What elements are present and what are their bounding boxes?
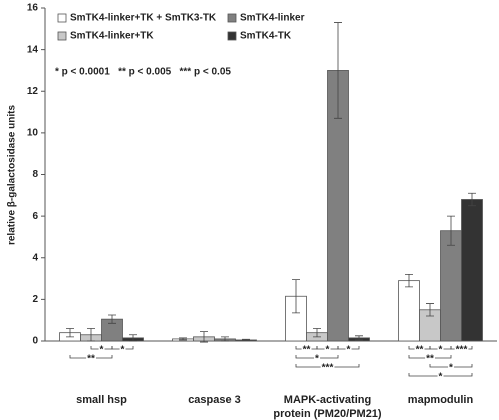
error-bar (426, 303, 434, 317)
x-tick-label: mapmodulin (407, 394, 474, 406)
label-bg (454, 347, 469, 351)
label-bg (320, 365, 335, 369)
legend-swatch (57, 31, 67, 41)
y-tick-label: 0 (32, 336, 38, 347)
significance-label: * (121, 345, 125, 356)
y-tick-label: 8 (32, 169, 38, 180)
error-bar (221, 336, 229, 342)
y-tick-label: 6 (32, 211, 38, 222)
label-bg (425, 356, 435, 360)
error-bar (129, 334, 137, 342)
x-tick-label: MAPK-activating protein (PM20/PM21) (273, 394, 382, 420)
y-tick-label: 10 (27, 128, 39, 139)
y-tick-label: 14 (27, 44, 39, 55)
error-bar (66, 328, 74, 338)
significance-label: * (315, 354, 319, 365)
error-bar (313, 328, 321, 338)
label-bg (119, 347, 126, 351)
x-tick-label: small hsp (76, 394, 127, 406)
label-bg (98, 347, 105, 351)
significance-label: *** (456, 345, 468, 356)
legend-swatch (227, 13, 237, 23)
significance-label: *** (322, 363, 334, 374)
bar (440, 230, 462, 342)
label-bg (301, 347, 312, 351)
significance-label: ** (87, 354, 95, 365)
error-bar (405, 274, 413, 288)
significance-label: * (439, 372, 443, 383)
bar (398, 280, 420, 342)
significance-label: ** (416, 345, 424, 356)
significance-label: * (100, 345, 104, 356)
significance-label: * (347, 345, 351, 356)
y-tick-label: 4 (32, 252, 38, 263)
legend-label: SmTK4-linker+TK (70, 31, 154, 42)
y-tick-label: 12 (27, 86, 39, 97)
y-tick-label: 16 (27, 3, 39, 14)
error-bar (334, 22, 342, 119)
y-axis-label: relative β-galactosidase units (7, 105, 18, 245)
legend-label: SmTK4-TK (240, 31, 292, 42)
error-bar (200, 331, 208, 343)
error-bar (179, 337, 187, 341)
legend-swatch (227, 31, 237, 41)
error-bar (468, 192, 476, 207)
label-bg (437, 374, 444, 378)
error-bar (108, 314, 116, 324)
label-bg (414, 347, 425, 351)
error-bar (87, 328, 95, 342)
x-tick-label: caspase 3 (188, 394, 241, 406)
significance-label: ** (303, 345, 311, 356)
label-bg (324, 347, 331, 351)
error-bar (447, 215, 455, 246)
significance-label: ** (426, 354, 434, 365)
label-bg (437, 347, 444, 351)
significance-label: * (439, 345, 443, 356)
y-tick-label: 2 (32, 294, 38, 305)
legend-label: SmTK4-linker (240, 13, 305, 24)
legend-swatch (57, 13, 67, 23)
annotation: * p < 0.0001 ** p < 0.005 *** p < 0.05 (55, 67, 231, 78)
significance-label: * (326, 345, 330, 356)
error-bar (355, 335, 363, 341)
significance-label: * (449, 363, 453, 374)
error-bar (292, 279, 300, 314)
bar (461, 199, 483, 342)
error-bar (242, 338, 250, 341)
label-bg (314, 356, 321, 360)
legend-label: SmTK4-linker+TK + SmTK3-TK (70, 13, 217, 24)
label-bg (448, 365, 455, 369)
label-bg (86, 356, 96, 360)
label-bg (345, 347, 352, 351)
